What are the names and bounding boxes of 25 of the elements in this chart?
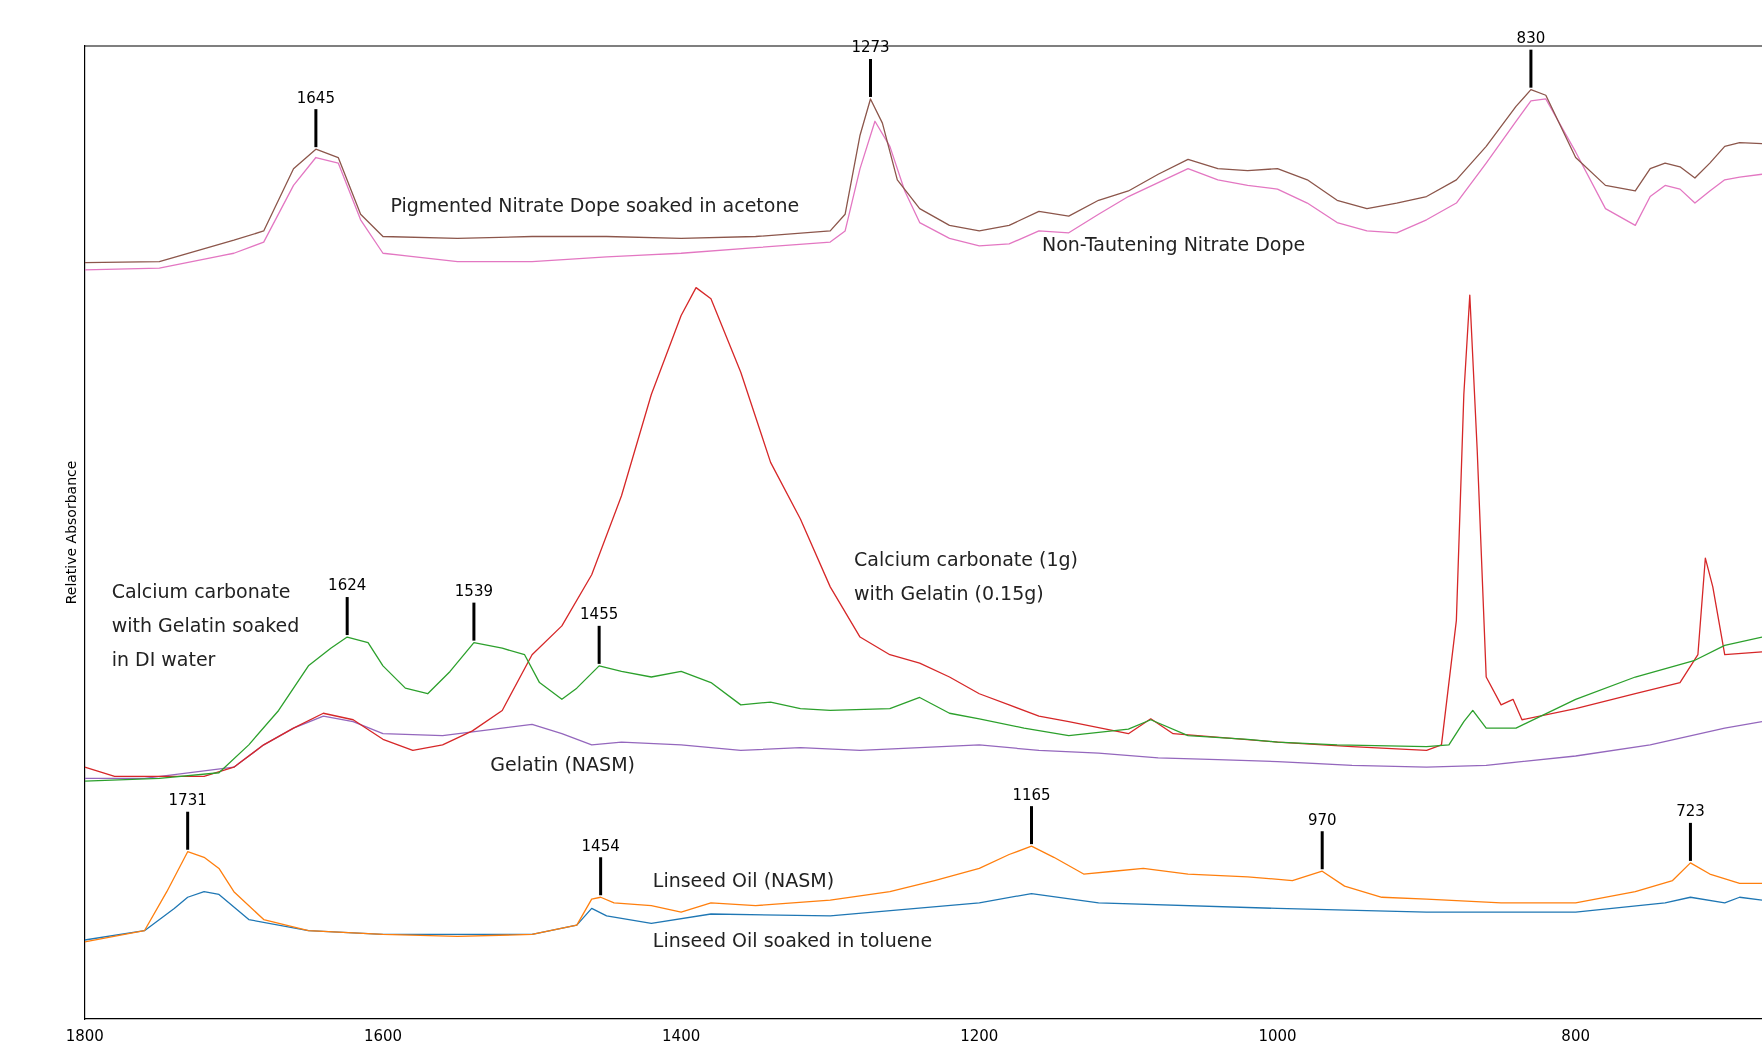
x-tick-label: 1200 [960, 1026, 999, 1045]
annotation: 1273 [851, 38, 890, 57]
series-label: Pigmented Nitrate Dope soaked in acetone [390, 193, 800, 216]
annotation: 723 [1676, 802, 1705, 821]
y-axis-title: Relative Absorbance [63, 460, 80, 605]
x-tick-label: 800 [1561, 1026, 1590, 1045]
annotation: 830 [1516, 29, 1546, 48]
annotation: 1731 [168, 791, 207, 810]
annotation: 1539 [454, 582, 493, 601]
annotation: 1165 [1012, 785, 1051, 804]
series-label: Gelatin (NASM) [490, 753, 635, 776]
annotation: 1454 [581, 836, 620, 855]
series-label: Non-Tautening Nitrate Dope [1041, 232, 1306, 255]
series-label: Calcium carbonate (1g) with Gelatin (0.15g) [854, 547, 1079, 604]
annotation: 1455 [580, 605, 619, 624]
series-label: Linseed Oil soaked in toluene [652, 928, 933, 951]
x-tick-label: 1000 [1258, 1026, 1297, 1045]
x-tick-label: 1600 [363, 1026, 403, 1045]
series-label: Calcium carbonate with Gelatin soaked in DI water [111, 580, 300, 671]
annotation: 970 [1307, 810, 1337, 829]
annotation: 1624 [328, 576, 367, 595]
annotation: 1645 [296, 88, 335, 107]
x-tick-label: 1400 [662, 1026, 701, 1045]
x-tick-label: 1800 [65, 1026, 104, 1045]
series-label: Linseed Oil (NASM) [652, 869, 835, 892]
